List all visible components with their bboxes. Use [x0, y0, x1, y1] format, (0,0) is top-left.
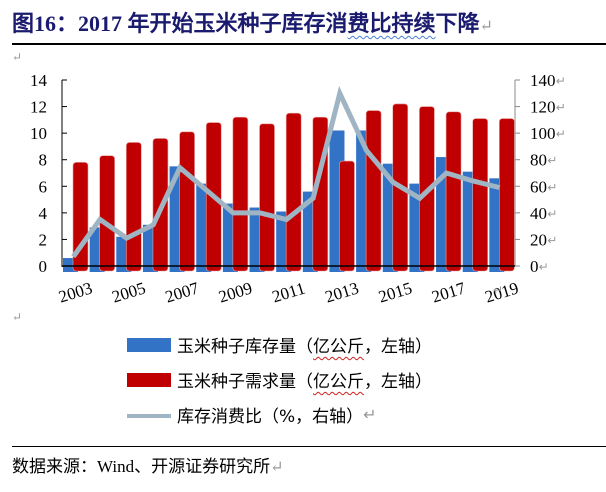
paragraph-mark-icon: ↵	[12, 50, 23, 64]
title-text: 图16：2017 年开始玉米种子库存消	[12, 11, 348, 36]
legend-label-unit: 亿公斤	[313, 337, 364, 357]
legend-item-inventory: 玉米种子库存量（ 亿公斤 ，左轴）	[127, 327, 432, 362]
paragraph-mark-icon: ↵	[556, 74, 566, 88]
x-axis-label: 2011	[270, 279, 307, 307]
bar-demand	[445, 111, 462, 272]
x-axis-label: 2015	[376, 278, 414, 306]
paragraph-mark-icon: ↵	[479, 18, 493, 35]
right-axis-label: 40	[530, 204, 547, 223]
right-axis-label: 0	[530, 257, 539, 276]
paragraph-mark-icon: ↵	[547, 180, 557, 194]
legend-label-unit: 亿公斤	[313, 372, 364, 392]
legend-item-demand: 玉米种子需求量（ 亿公斤 ，左轴）	[127, 362, 432, 397]
chart-legend: 玉米种子库存量（ 亿公斤 ，左轴） 玉米种子需求量（ 亿公斤 ，左轴） 库存消费比（%，…	[127, 327, 432, 432]
right-axis-label: 80	[530, 151, 547, 170]
title-divider	[12, 43, 606, 45]
legend-label: 玉米种子库存量（	[177, 337, 313, 357]
source-text: 数据来源：Wind、开源证券研究所	[12, 457, 271, 476]
legend-label: 库存消费比（%，右轴）	[177, 407, 364, 427]
x-axis-label: 2005	[110, 278, 148, 306]
left-axis-label: 6	[39, 177, 48, 196]
source-divider	[12, 446, 606, 447]
paragraph-mark-icon: ↵	[270, 459, 284, 476]
ratio-line	[71, 85, 501, 259]
legend-swatch-bar-blue	[127, 337, 171, 352]
paragraph-mark-icon: ↵	[363, 405, 377, 424]
x-axis-label: 2017	[429, 278, 468, 306]
paragraph-mark-icon: ↵	[493, 283, 503, 297]
x-axis-label: 2009	[216, 278, 254, 306]
title-text-end: 下降	[435, 11, 480, 36]
bar-demand	[232, 116, 249, 272]
paragraph-mark-icon: ↵	[547, 207, 557, 221]
legend-label: 玉米种子需求量（	[177, 372, 313, 392]
right-axis-label: 100	[530, 124, 556, 143]
data-source: 数据来源：Wind、开源证券研究所↵	[12, 452, 284, 477]
left-axis-label: 4	[39, 204, 48, 223]
paragraph-mark-icon: ↵	[556, 101, 566, 115]
bar-demand	[99, 155, 115, 272]
x-axis-label: 2013	[323, 278, 361, 306]
bar-demand	[179, 131, 195, 272]
title-text-underlined: 费比持续	[347, 11, 436, 36]
legend-swatch-bar-red	[127, 372, 171, 387]
left-axis-label: 2	[39, 230, 48, 249]
bar-demand	[365, 110, 382, 272]
legend-label-axis: ，左轴）	[364, 337, 432, 357]
left-axis-label: 8	[39, 151, 48, 170]
right-axis-label: 60	[530, 177, 547, 196]
x-axis-label: 2007	[163, 278, 202, 306]
figure-title: 图16：2017 年开始玉米种子库存消费比持续下降↵	[12, 6, 493, 38]
bar-demand	[125, 142, 142, 272]
left-axis-label: 0	[39, 257, 48, 276]
bar-demand	[285, 112, 302, 272]
bar-demand	[472, 118, 489, 272]
legend-label-axis: ，左轴）	[364, 372, 432, 392]
paragraph-mark-icon: ↵	[539, 260, 549, 274]
legend-item-ratio: 库存消费比（%，右轴） ↵	[127, 397, 432, 432]
paragraph-mark-icon: ↵	[556, 127, 566, 141]
right-axis-label: 20	[530, 230, 547, 249]
left-axis-label: 12	[30, 98, 47, 117]
paragraph-mark-icon: ↵	[547, 154, 557, 168]
bar-demand	[259, 123, 275, 272]
bar-demand	[499, 118, 515, 272]
right-axis-label: 140	[530, 71, 556, 90]
left-axis-label: 14	[30, 71, 48, 90]
paragraph-mark-icon: ↵	[547, 233, 557, 247]
bar-demand	[339, 160, 355, 272]
right-axis-label: 120	[530, 98, 556, 117]
left-axis-label: 10	[30, 124, 47, 143]
paragraph-mark-icon: ↵	[12, 310, 23, 324]
x-axis-label: 2003	[56, 278, 94, 306]
legend-swatch-line-gray	[127, 413, 171, 418]
